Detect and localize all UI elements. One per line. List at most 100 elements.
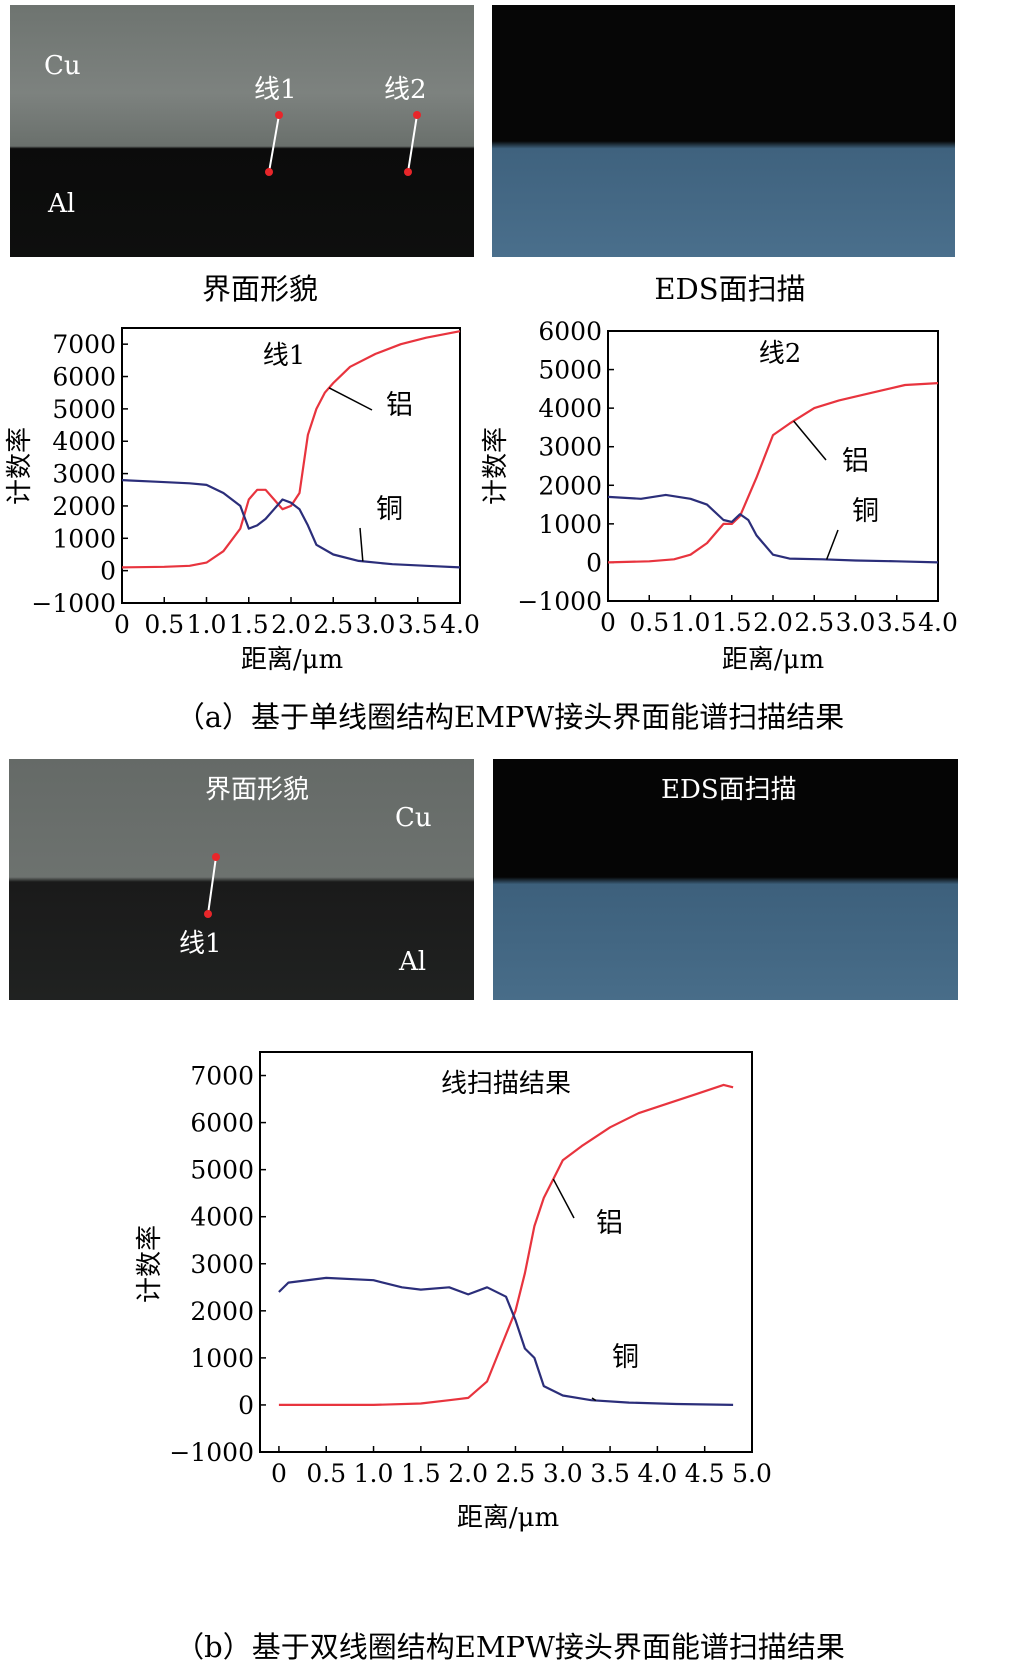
label-al: Al — [399, 947, 427, 977]
x-tick-label: 1.5 — [401, 1459, 441, 1488]
annotation-label: 铜 — [376, 494, 403, 525]
y-axis-label: 计数率 — [135, 1225, 165, 1303]
x-tick-label: 3.0 — [836, 608, 876, 637]
y-tick-label: 5000 — [190, 1156, 254, 1185]
x-tick-label: 1.5 — [229, 610, 269, 639]
y-tick-label: 6000 — [538, 317, 602, 346]
y-tick-label: 2000 — [538, 471, 602, 500]
y-tick-label: −1000 — [169, 1438, 254, 1467]
y-tick-label: −1000 — [517, 587, 602, 616]
x-tick-label: 0 — [600, 608, 616, 637]
y-tick-label: 6000 — [190, 1109, 254, 1138]
x-tick-label: 0 — [114, 610, 130, 639]
figure-caption-a: （a）基于单线圈结构EMPW接头界面能谱扫描结果 — [175, 700, 845, 734]
figure-caption-b: （b）基于双线圈结构EMPW接头界面能谱扫描结果 — [175, 1630, 845, 1664]
x-tick-label: 4.0 — [918, 608, 958, 637]
eds-caption-a: EDS面扫描 — [654, 272, 806, 306]
plot-frame — [259, 1051, 753, 1453]
x-axis-label: 距离/μm — [241, 645, 343, 675]
annotation-label: 铝 — [386, 390, 413, 421]
chart-title: 线扫描结果 — [441, 1069, 571, 1099]
scan-lines — [268, 114, 418, 173]
series-line-al — [607, 382, 939, 564]
x-axis-label: 距离/μm — [722, 645, 824, 675]
y-tick-label: 1000 — [52, 524, 116, 553]
scan-start-marker — [413, 111, 421, 119]
x-tick-label: 0.5 — [629, 608, 669, 637]
scan-end-marker — [204, 910, 212, 918]
scan-start-marker — [275, 111, 283, 119]
eds-image-a — [492, 5, 955, 257]
scan-end-marker — [404, 168, 412, 176]
x-tick-label: 0.5 — [144, 610, 184, 639]
x-tick-label: 3.5 — [590, 1459, 630, 1488]
scan-start-marker — [212, 853, 220, 861]
y-tick-label: 0 — [238, 1391, 254, 1420]
x-tick-label: 0.5 — [306, 1459, 346, 1488]
y-tick-label: 7000 — [190, 1062, 254, 1091]
eds-image-b: EDS面扫描 — [493, 759, 958, 1000]
y-tick-label: 0 — [100, 557, 116, 586]
annotation-label: 铜 — [612, 1342, 639, 1373]
scan-lines — [207, 856, 217, 915]
x-tick-label: 4.0 — [638, 1459, 678, 1488]
y-tick-label: 5000 — [538, 356, 602, 385]
annotation-leader — [359, 527, 364, 562]
annotation-leader — [552, 1178, 575, 1219]
label-cu: Cu — [395, 803, 432, 833]
annotation-leader — [793, 420, 827, 461]
x-tick-label: 4.5 — [685, 1459, 725, 1488]
x-tick-label: 1.0 — [354, 1459, 394, 1488]
series-line-cu — [607, 493, 939, 564]
y-tick-label: 7000 — [52, 330, 116, 359]
x-axis-label: 距离/μm — [457, 1503, 559, 1533]
y-tick-label: 4000 — [190, 1203, 254, 1232]
label-cu: Cu — [44, 51, 81, 81]
y-tick-label: 3000 — [52, 460, 116, 489]
y-tick-label: 5000 — [52, 395, 116, 424]
y-tick-label: 3000 — [190, 1250, 254, 1279]
y-tick-label: 2000 — [190, 1297, 254, 1326]
annotation-label: 铝 — [842, 446, 869, 477]
scan-end-marker — [265, 168, 273, 176]
label-line1: 线1 — [254, 75, 297, 105]
y-tick-label: 4000 — [538, 394, 602, 423]
x-tick-label: 3.0 — [356, 610, 396, 639]
x-tick-label: 3.5 — [398, 610, 438, 639]
x-tick-label: 5.0 — [732, 1459, 772, 1488]
label-line1: 线1 — [179, 929, 222, 959]
y-tick-label: 1000 — [538, 510, 602, 539]
sem-image-a: Cu Al 线1 线2 — [10, 5, 474, 257]
x-tick-label: 2.0 — [448, 1459, 488, 1488]
chart-title: 线1 — [263, 341, 306, 371]
x-tick-label: 2.0 — [753, 608, 793, 637]
chart-title: 线2 — [759, 339, 802, 369]
x-tick-label: 1.0 — [671, 608, 711, 637]
x-tick-label: 2.5 — [496, 1459, 536, 1488]
annotation-leader — [591, 1397, 597, 1402]
y-tick-label: 0 — [586, 548, 602, 577]
y-axis-label: 计数率 — [5, 427, 35, 505]
x-tick-label: 3.0 — [543, 1459, 583, 1488]
annotation-leader — [825, 529, 839, 560]
x-tick-label: 4.0 — [440, 610, 480, 639]
x-tick-label: 3.5 — [877, 608, 917, 637]
x-tick-label: 2.5 — [794, 608, 834, 637]
y-axis-label: 计数率 — [481, 427, 511, 505]
series-line-cu — [278, 1276, 734, 1406]
series-line-al — [278, 1083, 734, 1407]
y-tick-label: 3000 — [538, 433, 602, 462]
sem-image-b: 界面形貌 Cu Al 线1 — [9, 759, 474, 1000]
label-al: Al — [48, 189, 76, 219]
label-line2: 线2 — [384, 75, 427, 105]
y-tick-label: 1000 — [190, 1344, 254, 1373]
y-tick-label: 4000 — [52, 427, 116, 456]
y-tick-label: 2000 — [52, 492, 116, 521]
title-morphology: 界面形貌 — [205, 775, 310, 805]
x-tick-label: 1.0 — [187, 610, 227, 639]
x-tick-label: 0 — [271, 1459, 287, 1488]
series-line-cu — [121, 479, 461, 569]
y-tick-label: −1000 — [31, 589, 116, 618]
title-eds: EDS面扫描 — [661, 775, 797, 805]
